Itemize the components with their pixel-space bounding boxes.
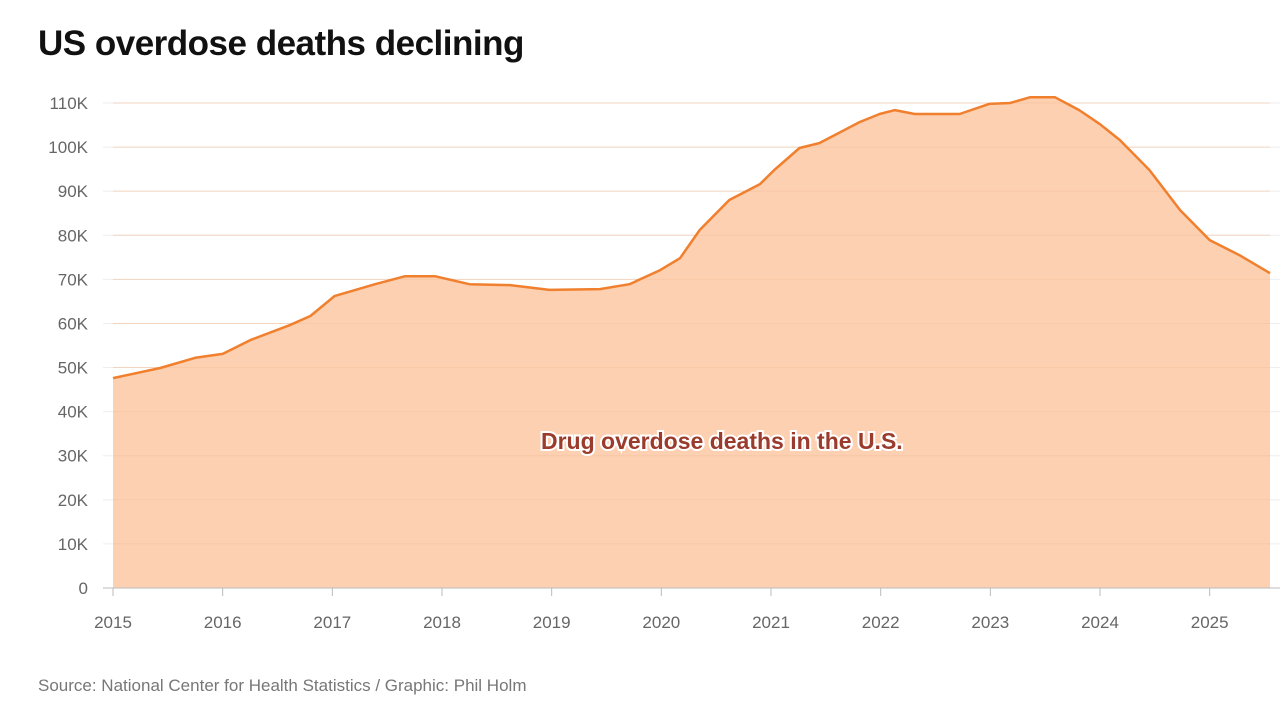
x-tick-label: 2023	[971, 613, 1009, 632]
chart-title: US overdose deaths declining	[38, 24, 524, 63]
y-tick-label: 90K	[58, 182, 89, 201]
y-tick-label: 0	[79, 579, 88, 598]
x-tick-label: 2018	[423, 613, 461, 632]
x-tick-label: 2019	[533, 613, 571, 632]
y-tick-label: 60K	[58, 314, 89, 333]
x-tick-label: 2015	[94, 613, 132, 632]
series-line	[112, 96, 1271, 380]
x-tick-label: 2016	[204, 613, 242, 632]
y-tick-label: 40K	[58, 403, 89, 422]
area-annotation: Drug overdose deaths in the U.S.	[541, 428, 903, 454]
x-tick-label: 2020	[642, 613, 680, 632]
y-tick-label: 70K	[58, 270, 89, 289]
y-tick-label: 30K	[58, 447, 89, 466]
y-tick-label: 20K	[58, 491, 89, 510]
y-tick-label: 50K	[58, 359, 89, 378]
y-tick-label: 80K	[58, 226, 89, 245]
x-tick-label: 2022	[862, 613, 900, 632]
y-tick-label: 100K	[48, 138, 88, 157]
y-tick-label: 110K	[50, 94, 89, 113]
x-tick-label: 2024	[1081, 613, 1119, 632]
x-tick-label: 2021	[752, 613, 790, 632]
x-tick-label: 2017	[313, 613, 351, 632]
area-fill	[113, 97, 1270, 589]
source-credit: Source: National Center for Health Stati…	[38, 676, 527, 695]
x-tick-label: 2025	[1191, 613, 1229, 632]
y-tick-label: 10K	[58, 535, 89, 554]
